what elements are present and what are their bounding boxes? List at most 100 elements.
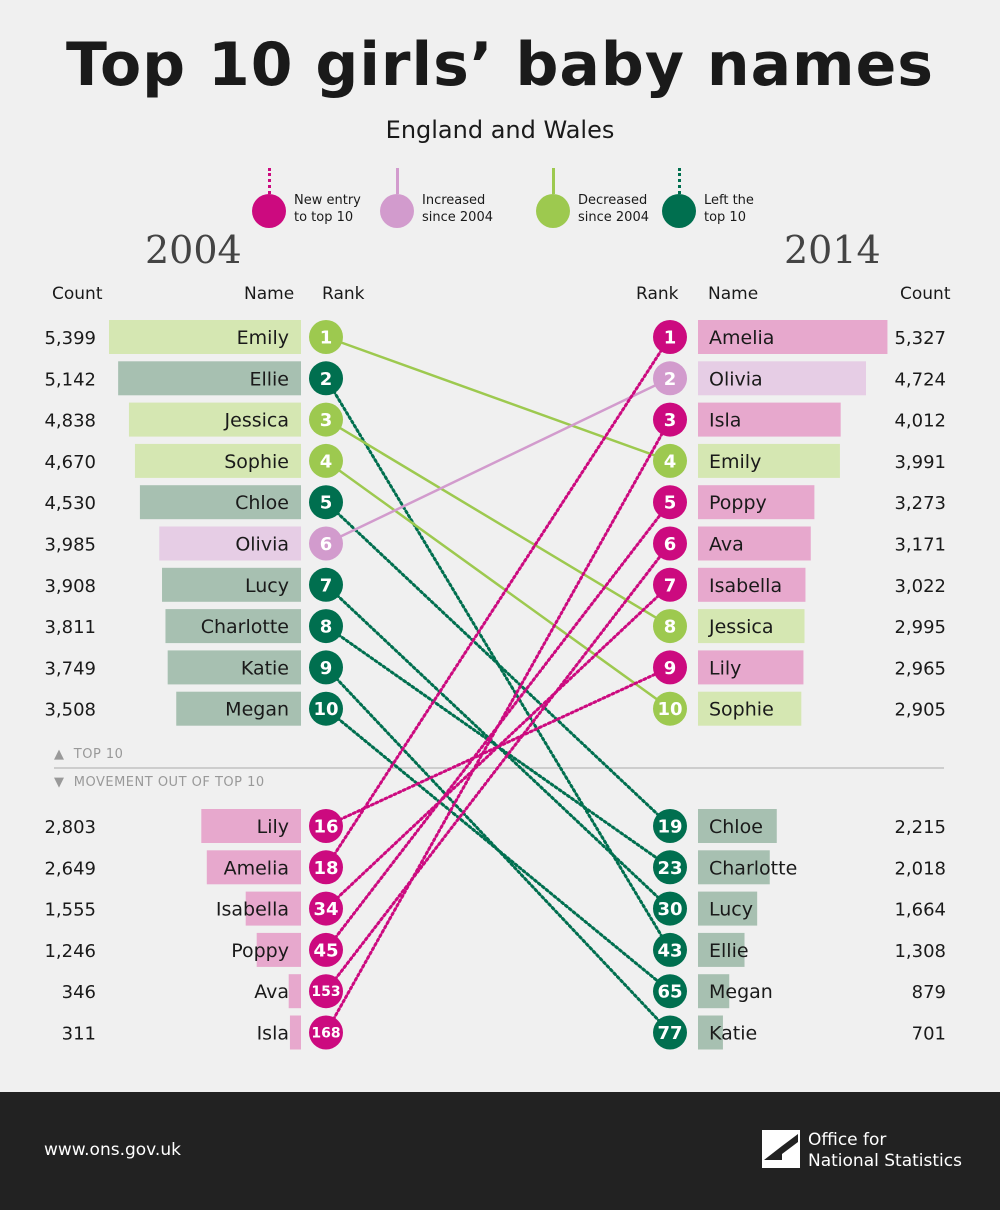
- rank-label: 5: [320, 493, 333, 514]
- page-title: Top 10 girls’ baby names: [66, 30, 934, 100]
- legend-increased: Increased since 2004: [380, 168, 510, 228]
- rank-label: 77: [657, 1023, 682, 1044]
- col-name-right: Name: [708, 284, 759, 304]
- count-bar: [159, 526, 301, 561]
- count-bar: [201, 809, 301, 843]
- name-label: Katie: [709, 1023, 757, 1045]
- col-name-left: Name: [244, 284, 295, 304]
- rank-label: 6: [664, 534, 677, 555]
- rank-dot: [653, 691, 687, 726]
- rank-dot: [309, 691, 343, 726]
- count-bar: [698, 361, 866, 396]
- legend-decreased: Decreased since 2004: [536, 168, 666, 228]
- rank-dot: [653, 485, 687, 520]
- count-label: 1,664: [894, 900, 946, 921]
- rank-label: 34: [313, 899, 338, 920]
- rank-label: 3: [664, 410, 677, 431]
- rank-dot: [653, 526, 687, 561]
- rank-dot: [653, 650, 687, 685]
- count-bar: [698, 891, 758, 926]
- right-column-2014: 5,327 Amelia 1 4,724 Olivia 2 4,012 Isla 3 3,991 E…: [653, 320, 946, 1050]
- count-label: 3,908: [44, 576, 96, 597]
- name-label: Ava: [254, 981, 289, 1003]
- legend-dot: [252, 194, 286, 228]
- rank-dot: [309, 650, 343, 685]
- rank-label: 19: [657, 816, 682, 837]
- name-label: Ava: [709, 534, 744, 556]
- rank-label: 43: [657, 940, 682, 961]
- rank-label: 9: [320, 658, 333, 679]
- name-label: Chloe: [235, 492, 289, 514]
- rank-label: 2: [320, 369, 333, 390]
- count-label: 879: [912, 982, 946, 1003]
- count-bar: [256, 932, 301, 967]
- section-movement: ▼ MOVEMENT OUT OF TOP 10: [54, 775, 265, 790]
- name-label: Lucy: [709, 899, 753, 921]
- rank-label: 1: [320, 327, 333, 348]
- connector-isabella: [324, 583, 672, 911]
- rank-dot: [309, 891, 343, 926]
- rank-label: 16: [313, 816, 338, 837]
- ranking-chart: 5,399 Emily 1 5,142 Ellie 2 4,838 Jessica 3 4,670…: [44, 320, 946, 1050]
- connector-jessica: [324, 418, 672, 628]
- legend-stem: [552, 168, 555, 194]
- count-label: 4,012: [894, 411, 946, 432]
- ons-logo-icon: [762, 1130, 800, 1168]
- count-label: 3,811: [44, 617, 96, 638]
- name-label: Lucy: [245, 575, 289, 597]
- count-label: 3,985: [44, 535, 96, 556]
- legend-stem: [268, 168, 271, 194]
- rank-label: 3: [320, 410, 333, 431]
- legend-dot: [662, 194, 696, 228]
- footer-url[interactable]: www.ons.gov.uk: [44, 1140, 181, 1160]
- count-bar: [288, 974, 301, 1009]
- count-bar: [176, 691, 301, 726]
- rank-dot: [653, 1015, 687, 1050]
- count-bar: [698, 809, 777, 843]
- rank-label: 5: [664, 493, 677, 514]
- name-label: Lily: [709, 657, 741, 679]
- rank-label: 168: [311, 1026, 340, 1042]
- rank-dot: [653, 609, 687, 644]
- name-label: Olivia: [235, 534, 289, 556]
- count-label: 4,724: [894, 369, 946, 390]
- rank-dot: [653, 361, 687, 396]
- count-bar: [698, 691, 802, 726]
- rank-label: 6: [320, 534, 333, 555]
- rank-dot: [309, 567, 343, 602]
- count-label: 3,273: [894, 493, 946, 514]
- name-label: Lily: [257, 816, 289, 838]
- count-bar: [698, 1015, 723, 1050]
- legend-label: Increased since 2004: [422, 193, 493, 225]
- count-bar: [698, 567, 806, 602]
- name-label: Poppy: [709, 492, 767, 514]
- rank-connector-lines: [324, 335, 672, 1034]
- rank-dot: [309, 443, 343, 478]
- count-bar: [206, 850, 301, 885]
- name-label: Megan: [225, 699, 289, 721]
- connector-ava: [324, 542, 672, 993]
- left-column-2004: 5,399 Emily 1 5,142 Ellie 2 4,838 Jessica 3 4,670…: [44, 320, 343, 1050]
- name-label: Sophie: [224, 451, 289, 473]
- rank-dot: [309, 809, 343, 843]
- count-bar: [289, 1015, 301, 1050]
- legend-left-top10: Left the top 10: [662, 168, 792, 228]
- name-label: Ellie: [709, 940, 749, 962]
- legend-dot: [536, 194, 570, 228]
- count-label: 3,022: [894, 576, 946, 597]
- name-label: Charlotte: [201, 616, 289, 638]
- rank-label: 10: [313, 699, 338, 720]
- name-label: Megan: [709, 981, 773, 1003]
- count-bar: [698, 320, 888, 354]
- rank-label: 4: [664, 451, 677, 472]
- rank-label: 2: [664, 369, 677, 390]
- rank-dot: [653, 809, 687, 843]
- name-label: Sophie: [709, 699, 774, 721]
- count-label: 2,215: [894, 817, 946, 838]
- name-label: Katie: [241, 657, 289, 679]
- count-label: 5,399: [44, 328, 96, 349]
- count-bar: [162, 567, 301, 602]
- rank-dot: [653, 443, 687, 478]
- count-label: 3,991: [894, 452, 946, 473]
- count-label: 1,308: [894, 941, 946, 962]
